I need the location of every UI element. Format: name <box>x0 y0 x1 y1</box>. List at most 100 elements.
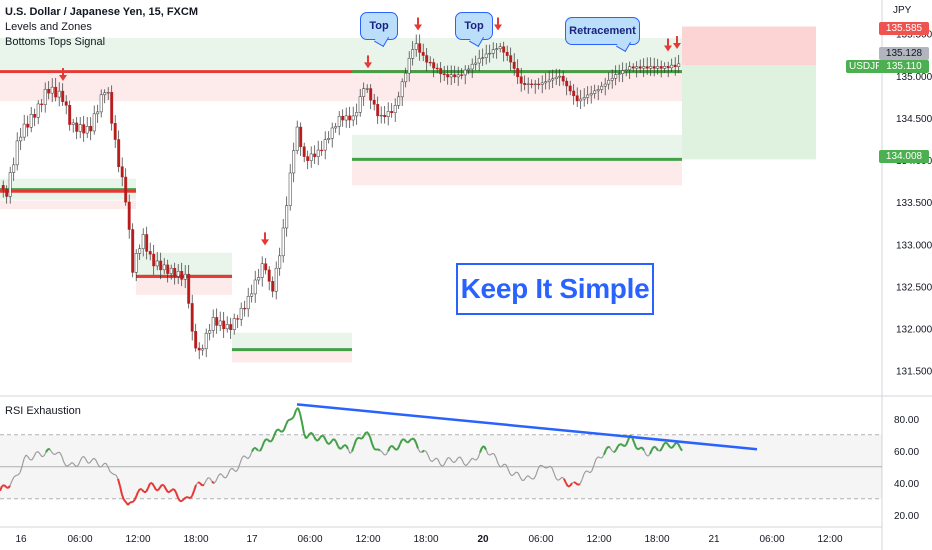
rsi-segment <box>0 485 3 492</box>
candle-body <box>253 279 257 295</box>
rsi-segment <box>221 474 225 478</box>
rsi-segment <box>85 459 89 464</box>
time-tick-label: 16 <box>15 534 27 545</box>
rsi-segment <box>477 452 481 459</box>
candle-body <box>12 164 16 173</box>
rsi-segment <box>597 456 601 459</box>
candle-body <box>593 90 597 94</box>
rsi-segment <box>431 459 435 463</box>
rsi-segment <box>449 457 453 462</box>
rsi-panel-label[interactable]: RSI Exhaustion <box>5 405 81 417</box>
rsi-segment <box>605 446 609 451</box>
rsi-segment <box>389 444 393 448</box>
candle-body <box>561 75 565 82</box>
rsi-segment <box>523 477 527 481</box>
rsi-segment <box>413 438 417 444</box>
rsi-segment <box>37 451 41 455</box>
candle-body <box>425 55 429 63</box>
rsi-segment <box>363 431 367 437</box>
candle-body <box>257 277 261 281</box>
rsi-segment <box>131 500 135 504</box>
rsi-segment <box>459 456 463 461</box>
candle-body <box>677 63 681 67</box>
candle-body <box>642 66 646 69</box>
candle-body <box>470 63 474 70</box>
candle-body <box>40 103 44 105</box>
rsi-segment <box>423 450 427 452</box>
candle-body <box>432 62 436 69</box>
rsi-segment <box>643 450 647 455</box>
rsi-segment <box>471 457 475 460</box>
candle-body <box>526 83 530 85</box>
rsi-segment <box>553 472 557 479</box>
take-profit-zone <box>682 65 816 160</box>
rsi-segment <box>145 487 149 493</box>
candle-body <box>159 260 163 271</box>
rsi-segment <box>281 429 285 433</box>
indicator-levels-zones[interactable]: Levels and Zones <box>5 21 92 33</box>
rsi-segment <box>569 482 573 487</box>
candle-body <box>495 48 499 50</box>
signal-arrow-icon <box>664 45 672 52</box>
rsi-segment <box>263 438 267 443</box>
candle-body <box>554 76 558 80</box>
rsi-segment <box>559 476 563 480</box>
rsi-segment <box>277 428 281 432</box>
rsi-segment <box>467 460 471 465</box>
candle-body <box>362 88 366 97</box>
rsi-segment <box>215 476 219 482</box>
candle-body <box>474 62 478 65</box>
rsi-segment <box>625 440 629 446</box>
rsi-segment <box>463 463 467 467</box>
candle-body <box>631 66 635 69</box>
rsi-segment <box>495 457 499 464</box>
rsi-segment <box>369 436 373 444</box>
rsi-segment <box>313 435 317 441</box>
rsi-segment <box>589 470 593 474</box>
rsi-segment <box>355 436 359 441</box>
rsi-segment <box>53 453 57 456</box>
rsi-segment <box>675 441 679 445</box>
price-tick-label: 132.000 <box>896 325 932 336</box>
rsi-segment <box>407 439 411 444</box>
rsi-trendline <box>296 403 758 451</box>
candle-body <box>530 83 534 85</box>
candle-body <box>281 227 285 257</box>
candle-body <box>166 264 170 274</box>
candle-body <box>320 149 324 152</box>
symbol-title[interactable]: U.S. Dollar / Japanese Yen, 15, FXCM <box>5 6 198 18</box>
candles <box>1 34 681 360</box>
rsi-segment <box>505 464 509 470</box>
rsi-segment <box>21 458 25 467</box>
rsi-segment <box>191 490 195 497</box>
candle-body <box>663 66 667 69</box>
rsi-segment <box>217 473 221 477</box>
rsi-segment <box>385 451 389 456</box>
candle-body <box>176 270 180 277</box>
rsi-segment <box>405 440 409 444</box>
rsi-segment <box>329 439 333 445</box>
candle-body <box>82 124 86 134</box>
symbol-price-tag: 135.110 <box>879 60 929 73</box>
rsi-segment <box>91 457 95 461</box>
rsi-segment <box>45 448 49 453</box>
candle-body <box>376 104 380 117</box>
rsi-segment <box>49 449 53 453</box>
rsi-segment <box>587 470 591 474</box>
rsi-segment <box>367 432 371 438</box>
rsi-segment <box>333 438 337 443</box>
candle-body <box>369 88 373 101</box>
candle-body <box>215 317 219 326</box>
candle-body <box>358 96 362 113</box>
rsi-segment <box>107 466 111 472</box>
candle-body <box>411 49 415 59</box>
rsi-segment <box>473 458 477 461</box>
time-tick-label: 06:00 <box>528 534 553 545</box>
price-tick-label: 133.500 <box>896 198 932 209</box>
rsi-segment <box>95 460 99 465</box>
indicator-bottoms-tops[interactable]: Bottoms Tops Signal <box>5 36 106 48</box>
rsi-segment <box>435 457 439 460</box>
rsi-segment <box>203 480 207 485</box>
candle-body <box>239 307 243 320</box>
rsi-segment <box>663 441 667 445</box>
